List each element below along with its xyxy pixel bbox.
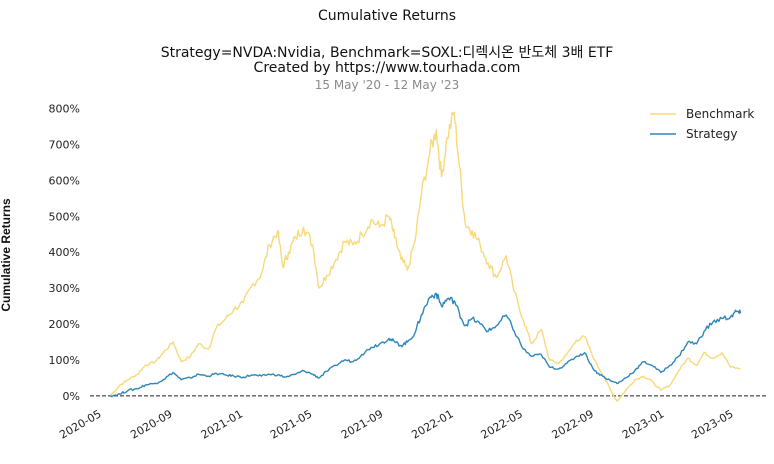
y-tick-label: 600%	[49, 174, 80, 187]
x-tick-label: 2020-05	[57, 407, 103, 441]
y-tick-label: 400%	[49, 246, 80, 259]
legend-label-benchmark: Benchmark	[686, 107, 754, 121]
x-tick-label: 2022-05	[479, 407, 525, 441]
y-tick-label: 0%	[63, 390, 80, 403]
y-tick-label: 100%	[49, 354, 80, 367]
y-tick-label: 700%	[49, 138, 80, 151]
chart-date-range: 15 May '20 - 12 May '23	[314, 78, 460, 92]
x-tick-label: 2023-05	[689, 407, 735, 441]
y-tick-label: 800%	[49, 103, 80, 116]
legend: Benchmark Strategy	[650, 107, 754, 141]
legend-label-strategy: Strategy	[686, 127, 737, 141]
series-line-benchmark	[109, 111, 741, 402]
x-axis-ticks: 2020-05 2020-09 2021-01 2021-05 2021-09 2022-…	[57, 407, 735, 441]
y-tick-label: 500%	[49, 210, 80, 223]
series-lines	[109, 111, 742, 402]
series-line-strategy	[109, 292, 742, 398]
x-tick-label: 2021-09	[339, 407, 385, 441]
y-axis-ticks: 0% 100% 200% 300% 400% 500% 600% 700% 800%	[49, 103, 80, 403]
x-tick-label: 2023-01	[620, 407, 666, 441]
x-tick-label: 2022-01	[409, 407, 455, 441]
chart-subtitle-credit: Created by https://www.tourhada.com	[253, 60, 521, 76]
chart-subtitle-strategy: Strategy=NVDA:Nvidia, Benchmark=SOXL:디렉시…	[160, 45, 614, 61]
y-tick-label: 200%	[49, 318, 80, 331]
x-tick-label: 2022-09	[550, 407, 596, 441]
y-tick-label: 300%	[49, 282, 80, 295]
x-tick-label: 2020-09	[128, 407, 174, 441]
x-tick-label: 2021-05	[268, 407, 314, 441]
x-tick-label: 2021-01	[199, 407, 245, 441]
chart-title: Cumulative Returns	[317, 8, 457, 24]
